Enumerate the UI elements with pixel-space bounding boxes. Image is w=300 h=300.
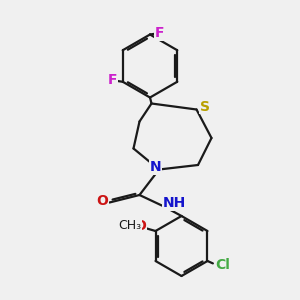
Text: CH₃: CH₃ [118,219,142,232]
Text: O: O [134,220,146,233]
Text: S: S [200,100,210,113]
Text: NH: NH [162,196,186,210]
Text: O: O [96,194,108,208]
Text: Cl: Cl [215,258,230,272]
Text: F: F [154,26,164,40]
Text: F: F [107,73,117,87]
Text: N: N [150,160,161,174]
